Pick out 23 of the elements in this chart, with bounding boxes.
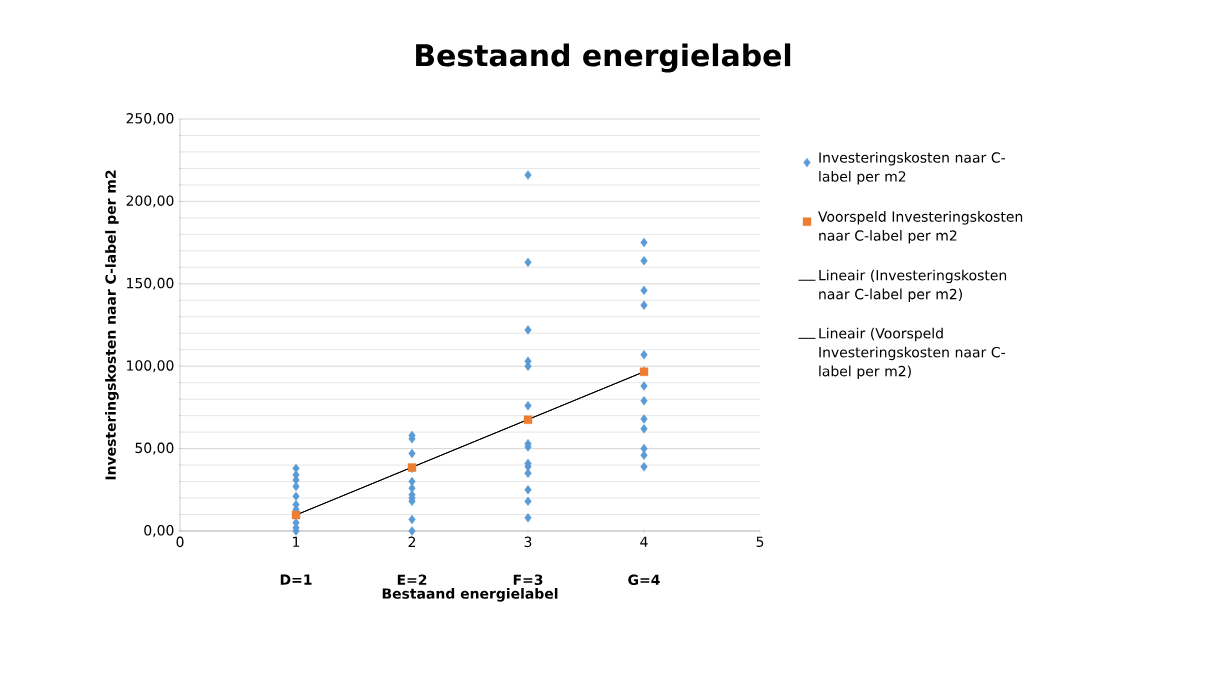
y-tick-label: 200,00 (126, 195, 174, 208)
y-tick-label: 50,00 (135, 442, 174, 455)
text: E=2 (397, 574, 427, 585)
x-tick-label: 2 (408, 536, 416, 547)
legend-label: Voorspeld Investeringskosten naar C-label per m2 (818, 211, 1023, 244)
chart-title: Bestaand energielabel (416, 43, 791, 73)
x-axis-title: Bestaand energielabel (382, 588, 558, 602)
x-tick-label: 0 (176, 536, 184, 548)
y-tick-label: 150,00 (127, 277, 174, 290)
legend-label: Lineair (Voorspeld Investeringskosten naar C-label per m2) (819, 327, 1005, 380)
legend-label: Lineair (Investeringskosten naar C-label per m2) (819, 269, 1007, 303)
text: D=1 (280, 574, 312, 585)
y-axis-title: Investeringskosten naar C-label per m2 (105, 170, 119, 480)
text: G=4 (628, 574, 660, 586)
y-tick-label: 100,00 (127, 360, 174, 373)
x-tick-label: 3 (524, 536, 532, 548)
y-tick-label: 250,00 (126, 112, 174, 125)
x-tick-label: 4 (640, 536, 648, 547)
x-tick-label: 5 (756, 536, 764, 547)
legend-label: Investeringskosten naar C-label per m2 (819, 152, 1005, 185)
text: F=3 (513, 574, 543, 586)
x-tick-label: 1 (293, 536, 300, 547)
y-tick-label: 0,00 (144, 524, 174, 537)
